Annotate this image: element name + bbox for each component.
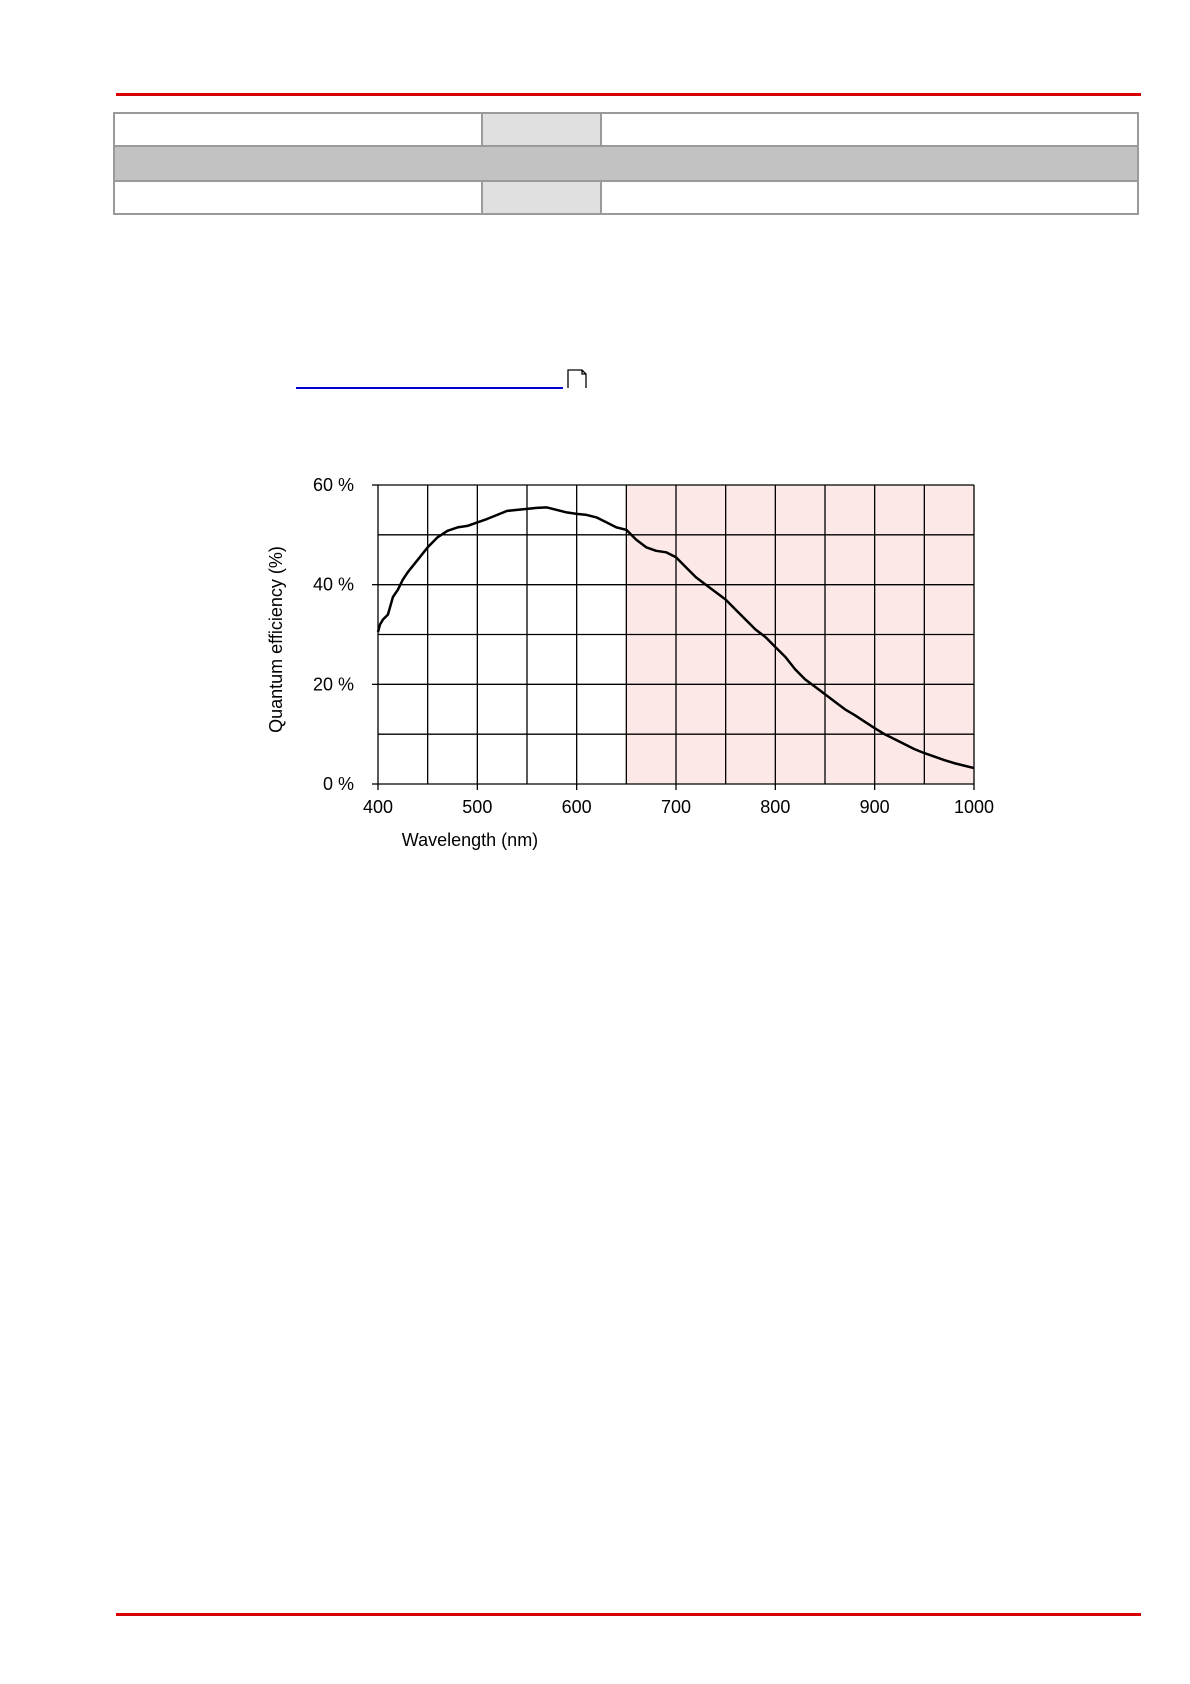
table-cell <box>113 112 483 147</box>
y-tick-label: 40 % <box>313 575 354 595</box>
x-tick-label: 400 <box>363 797 393 817</box>
table-header-cell <box>481 180 602 215</box>
y-axis-label: Quantum efficiency (%) <box>266 546 286 733</box>
table-cell <box>600 180 1139 215</box>
table-section-band <box>113 145 1139 182</box>
table-row <box>113 180 1139 215</box>
x-tick-label: 500 <box>462 797 492 817</box>
tick-marks <box>372 484 975 790</box>
table-cell <box>113 180 483 215</box>
cross-reference-link[interactable] <box>296 387 563 389</box>
table-row <box>113 112 1139 147</box>
quantum-efficiency-chart: 400 500 600 700 800 900 1000 0 % 20 % 40 % 60 % W… <box>266 475 994 850</box>
table-cell <box>600 112 1139 147</box>
x-tick-label: 900 <box>860 797 890 817</box>
x-tick-label: 700 <box>661 797 691 817</box>
y-tick-labels: 0 % 20 % 40 % 60 % <box>313 475 354 794</box>
y-tick-label: 0 % <box>323 774 354 794</box>
y-tick-label: 60 % <box>313 475 354 495</box>
x-tick-label: 600 <box>562 797 592 817</box>
x-tick-label: 1000 <box>954 797 994 817</box>
table-header-cell <box>481 112 602 147</box>
x-tick-labels: 400 500 600 700 800 900 1000 <box>363 797 994 817</box>
footer-rule <box>116 1613 1141 1616</box>
spec-table <box>113 112 1139 215</box>
document-icon[interactable] <box>567 369 593 389</box>
x-tick-label: 800 <box>760 797 790 817</box>
quantum-efficiency-curve <box>376 506 975 770</box>
x-axis-label: Wavelength (nm) <box>402 830 538 850</box>
table-section-row <box>113 145 1139 182</box>
header-rule <box>116 93 1141 96</box>
y-tick-label: 20 % <box>313 674 354 694</box>
